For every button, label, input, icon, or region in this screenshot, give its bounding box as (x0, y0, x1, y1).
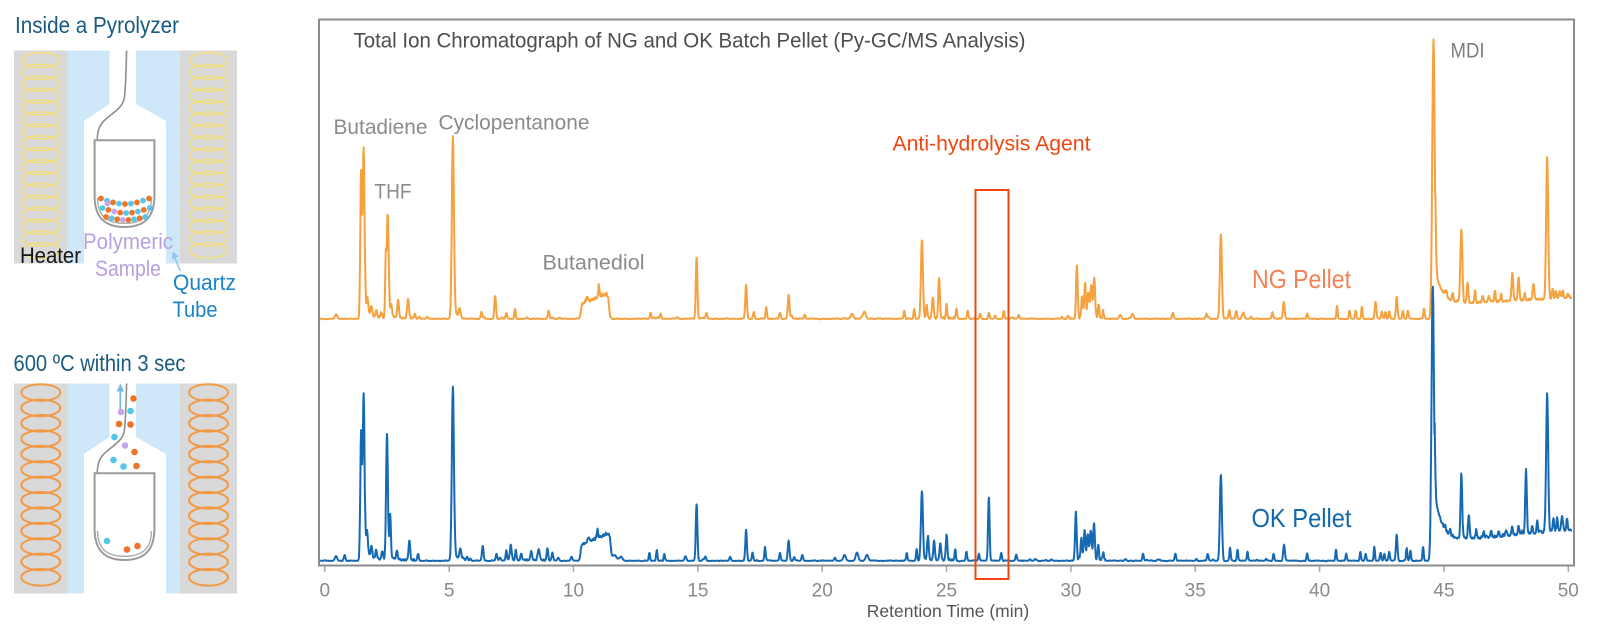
svg-text:600 ºC within 3 sec: 600 ºC within 3 sec (14, 350, 186, 376)
svg-text:10: 10 (563, 581, 584, 602)
svg-text:Inside a Pyrolyzer: Inside a Pyrolyzer (15, 12, 179, 38)
svg-text:MDI: MDI (1451, 40, 1485, 63)
svg-text:Retention Time (min): Retention Time (min) (867, 601, 1029, 621)
svg-text:OK Pellet: OK Pellet (1252, 503, 1353, 533)
svg-text:Total Ion Chromatograph of NG: Total Ion Chromatograph of NG and OK Bat… (354, 29, 1026, 53)
svg-text:Tube: Tube (173, 297, 218, 322)
svg-text:Anti-hydrolysis Agent: Anti-hydrolysis Agent (893, 133, 1091, 156)
svg-text:THF: THF (375, 181, 412, 204)
svg-text:0: 0 (320, 581, 331, 602)
svg-text:Cyclopentanone: Cyclopentanone (439, 112, 590, 135)
svg-text:Butanediol: Butanediol (543, 252, 645, 275)
svg-text:Quartz: Quartz (173, 270, 236, 295)
svg-text:40: 40 (1309, 581, 1330, 602)
svg-text:35: 35 (1185, 581, 1206, 602)
svg-text:Butadiene: Butadiene (334, 116, 428, 139)
svg-text:50: 50 (1558, 581, 1579, 602)
svg-text:25: 25 (936, 581, 957, 602)
svg-text:20: 20 (812, 581, 833, 602)
svg-text:Sample: Sample (95, 256, 161, 281)
svg-text:30: 30 (1060, 581, 1081, 602)
svg-text:NG Pellet: NG Pellet (1252, 264, 1352, 294)
svg-text:45: 45 (1433, 581, 1454, 602)
svg-text:Heater: Heater (20, 243, 81, 268)
svg-text:Polymeric: Polymeric (83, 229, 173, 254)
svg-text:5: 5 (444, 581, 455, 602)
svg-text:15: 15 (687, 581, 708, 602)
